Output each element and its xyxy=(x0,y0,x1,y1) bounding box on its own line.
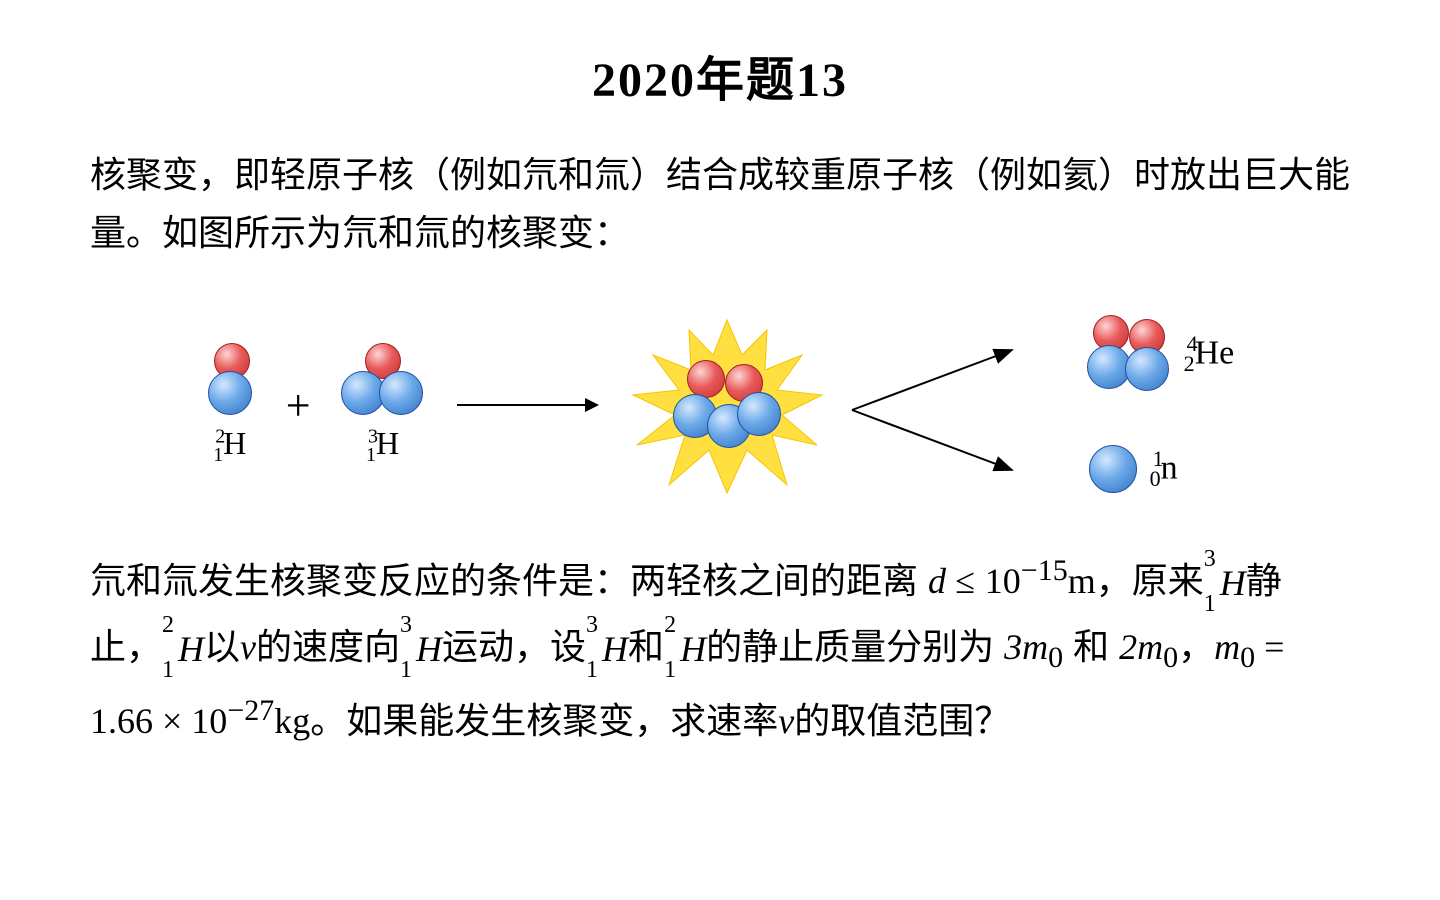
var-v: v xyxy=(778,701,794,741)
neutron-cluster xyxy=(1087,443,1139,495)
product-neutron: 10n xyxy=(1087,443,1235,495)
iso-2h: 21H xyxy=(664,618,706,681)
tritium-label: 31H xyxy=(368,425,399,467)
product-arrows xyxy=(847,325,1027,485)
reactant-deuterium: 21H xyxy=(206,343,256,467)
product-helium: 42He xyxy=(1087,315,1235,393)
iso-2h: 21H xyxy=(162,618,204,681)
neutron-label: 10n xyxy=(1153,446,1178,492)
neutron-icon xyxy=(1087,345,1131,389)
intermediate-cluster xyxy=(677,360,777,450)
page-title: 2020年题13 xyxy=(90,40,1350,110)
text: 的速度向 xyxy=(256,626,400,667)
neutron-icon xyxy=(1089,445,1137,493)
mass-3m0: 3m0 xyxy=(1004,627,1063,667)
neutron-icon xyxy=(208,371,252,415)
neutron-icon xyxy=(737,392,781,436)
text: ，原来 xyxy=(1096,560,1204,601)
var-v: v xyxy=(240,627,256,667)
fusion-burst xyxy=(627,315,827,495)
problem-paragraph: 氘和氚发生核聚变反应的条件是：两轻核之间的距离 d ≤ 10−15m，原来31H… xyxy=(90,545,1350,753)
text: 。如果能发生核聚变，求速率 xyxy=(310,700,778,741)
text: 和 xyxy=(1063,626,1119,667)
text: ， xyxy=(1178,626,1214,667)
iso-3h: 31H xyxy=(586,618,628,681)
deuterium-cluster xyxy=(206,343,256,417)
neutron-icon xyxy=(1125,347,1169,391)
text: 和 xyxy=(628,626,664,667)
deuterium-label: 21H xyxy=(215,425,246,467)
fusion-diagram: 21H + 31H xyxy=(90,285,1350,525)
helium-cluster xyxy=(1087,315,1173,393)
proton-icon xyxy=(687,360,725,398)
neutron-icon xyxy=(379,371,423,415)
text: 以 xyxy=(204,626,240,667)
text: 氘和氚发生核聚变反应的条件是：两轻核之间的距离 xyxy=(90,560,928,601)
text: 的取值范围？ xyxy=(794,700,1010,741)
reaction-arrow xyxy=(457,404,597,406)
d-value: 10−15m xyxy=(985,561,1096,601)
products-column: 42He 10n xyxy=(1087,315,1235,495)
split-arrow-svg xyxy=(847,325,1027,495)
text: 的静止质量分别为 xyxy=(706,626,1004,667)
tritium-cluster xyxy=(341,343,427,417)
mass-2m0: 2m0 xyxy=(1119,627,1178,667)
iso-3h: 31H xyxy=(1204,552,1246,615)
reactant-tritium: 31H xyxy=(341,343,427,467)
iso-3h: 31H xyxy=(400,618,442,681)
plus-sign: + xyxy=(286,380,311,431)
neutron-icon xyxy=(341,371,385,415)
var-d: d ≤ xyxy=(928,561,975,601)
text: 运动，设 xyxy=(442,626,586,667)
helium-label: 42He xyxy=(1187,331,1235,377)
intro-paragraph: 核聚变，即轻原子核（例如氘和氚）结合成较重原子核（例如氦）时放出巨大能量。如图所… xyxy=(90,146,1350,261)
